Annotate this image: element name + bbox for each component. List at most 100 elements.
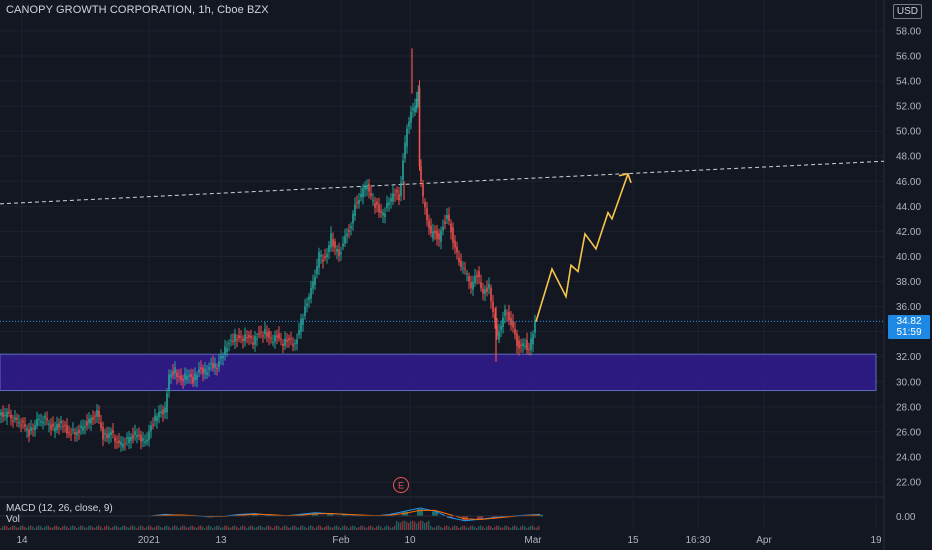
volume-bar: [522, 525, 524, 530]
candle-body: [214, 363, 216, 369]
volume-bar: [226, 525, 228, 530]
candle-body: [434, 230, 436, 234]
candle-body: [462, 267, 464, 269]
volume-bar: [272, 528, 274, 530]
candle-body: [442, 226, 444, 231]
candle-body: [100, 422, 102, 428]
candle-body: [518, 340, 520, 349]
macd-legend[interactable]: MACD (12, 26, close, 9): [6, 503, 113, 514]
candle-body: [288, 338, 290, 341]
candle-body: [336, 248, 338, 252]
volume-bar: [348, 528, 350, 530]
volume-bar: [504, 525, 506, 530]
macd-histogram-bar: [432, 511, 438, 517]
volume-bar: [22, 525, 24, 530]
candle-body: [90, 418, 92, 424]
candle-body: [142, 438, 144, 441]
candle-body: [74, 432, 76, 435]
candle-body: [54, 427, 56, 432]
candle-body: [256, 338, 258, 340]
volume-bar: [84, 527, 86, 530]
volume-bar: [294, 525, 296, 530]
candle-body: [506, 313, 508, 315]
candle-body: [190, 373, 192, 378]
volume-bar: [452, 526, 454, 530]
candle-body: [428, 220, 430, 229]
volume-bar: [512, 526, 514, 530]
volume-bar: [292, 525, 294, 530]
volume-bar: [442, 527, 444, 530]
candle-body: [352, 213, 354, 224]
candle-body: [88, 418, 90, 424]
resistance-line[interactable]: [0, 160, 885, 205]
volume-bar: [154, 527, 156, 530]
candle-body: [176, 372, 178, 378]
volume-bar: [324, 527, 326, 530]
volume-bar: [284, 525, 286, 530]
volume-bar: [112, 526, 114, 530]
volume-bar: [336, 525, 338, 530]
candle-body: [376, 201, 378, 206]
candle-body: [280, 338, 282, 340]
volume-bar: [446, 525, 448, 530]
candle-body: [414, 106, 416, 113]
candle-body: [60, 421, 62, 424]
y-tick-label: 48.00: [896, 152, 921, 163]
support-zone[interactable]: [0, 353, 877, 392]
candle-body: [486, 287, 488, 292]
volume-bar: [38, 525, 40, 530]
volume-bar: [254, 527, 256, 530]
volume-bar: [386, 525, 388, 530]
volume-bar: [202, 526, 204, 530]
candle-body: [456, 246, 458, 253]
candle-body: [322, 259, 324, 262]
candle-body: [0, 412, 2, 416]
volume-bar: [502, 527, 504, 530]
volume-bar: [120, 527, 122, 530]
vol-legend[interactable]: Vol: [6, 514, 20, 525]
candle-body: [464, 268, 466, 270]
candle-body: [532, 333, 534, 345]
candle-body: [104, 433, 106, 435]
candle-body: [340, 252, 342, 255]
volume-bar: [278, 526, 280, 530]
currency-badge[interactable]: USD: [892, 4, 922, 19]
candle-body: [34, 425, 36, 431]
candle-body: [96, 410, 98, 417]
x-tick-label: Mar: [524, 535, 542, 546]
volume-bar: [128, 527, 130, 530]
candle-body: [254, 336, 256, 345]
time-axis[interactable]: 14 2021 13 Feb 10 Mar 15 16:30 Apr 19: [16, 535, 882, 546]
symbol-title[interactable]: CANOPY GROWTH CORPORATION, 1h, Cboe BZX: [6, 4, 269, 16]
price-axis[interactable]: 22.0024.0026.0028.0030.0032.0034.0036.00…: [896, 26, 921, 523]
candle-body: [468, 276, 470, 282]
volume-bar: [518, 528, 520, 530]
candle-body: [516, 334, 518, 347]
volume-bar: [14, 525, 16, 530]
volume-bar: [10, 526, 12, 530]
projection-path[interactable]: [535, 173, 629, 322]
x-tick-label: 13: [215, 535, 227, 546]
candle-body: [82, 426, 84, 431]
volume-bar: [342, 526, 344, 530]
volume-bar: [286, 525, 288, 530]
y-tick-label: 38.00: [896, 277, 921, 288]
macd-histogram-bar: [417, 509, 423, 517]
candle-body: [294, 343, 296, 345]
volume-bar: [196, 527, 198, 530]
volume-bar: [104, 526, 106, 530]
candle-body: [124, 442, 126, 444]
candle-body: [226, 348, 228, 352]
earnings-marker[interactable]: E: [393, 477, 409, 493]
candle-body: [418, 87, 421, 166]
volume-bar: [280, 528, 282, 530]
candle-body: [318, 252, 320, 268]
candle-body: [14, 417, 16, 420]
volume-bar: [214, 526, 216, 530]
candle-body: [272, 342, 274, 344]
volume-bar: [134, 526, 136, 530]
candle-body: [364, 186, 366, 190]
volume-bar: [166, 525, 168, 530]
candle-body: [324, 256, 326, 259]
